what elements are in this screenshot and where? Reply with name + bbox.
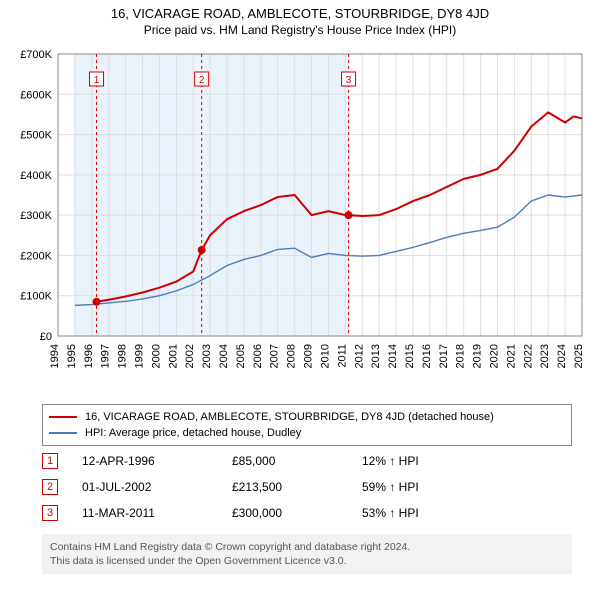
svg-text:1999: 1999 [134,344,146,368]
svg-text:2001: 2001 [167,344,179,368]
svg-text:2004: 2004 [218,344,230,368]
marker-num-box: 2 [42,479,58,495]
svg-text:2024: 2024 [556,344,568,368]
markers-table: 1 12-APR-1996£85,00012% ↑ HPI 2 01-JUL-2002… [42,448,572,526]
svg-text:2019: 2019 [472,344,484,368]
footer: Contains HM Land Registry data © Crown c… [42,534,572,574]
svg-text:2015: 2015 [404,344,416,368]
svg-text:1998: 1998 [117,344,129,368]
svg-text:1995: 1995 [66,344,78,368]
marker-pct: 12% ↑ HPI [362,454,512,468]
svg-text:2010: 2010 [319,344,331,368]
marker-num-box: 1 [42,453,58,469]
chart-svg: £0 £100K £200K £300K £400K £500K £600K £700K 199… [8,48,592,398]
svg-text:2013: 2013 [370,344,382,368]
legend-row: 16, VICARAGE ROAD, AMBLECOTE, STOURBRIDG… [49,409,565,425]
svg-text:1: 1 [94,75,100,86]
footer-line1: Contains HM Land Registry data © Crown c… [50,540,564,554]
marker-price: £300,000 [232,506,362,520]
legend-label: 16, VICARAGE ROAD, AMBLECOTE, STOURBRIDG… [85,411,494,423]
marker-pct: 53% ↑ HPI [362,506,512,520]
svg-text:2018: 2018 [455,344,467,368]
svg-text:2009: 2009 [303,344,315,368]
svg-text:2011: 2011 [336,344,348,368]
svg-text:1994: 1994 [49,344,61,368]
svg-text:2008: 2008 [286,344,298,368]
svg-text:£600K: £600K [20,89,52,101]
svg-text:2002: 2002 [184,344,196,368]
marker-row: 3 11-MAR-2011£300,00053% ↑ HPI [42,500,572,526]
svg-text:2003: 2003 [201,344,213,368]
marker-date: 11-MAR-2011 [82,506,232,520]
svg-text:£400K: £400K [20,170,52,182]
chart-container: 16, VICARAGE ROAD, AMBLECOTE, STOURBRIDG… [0,0,600,590]
svg-text:£200K: £200K [20,250,52,262]
marker-row: 1 12-APR-1996£85,00012% ↑ HPI [42,448,572,474]
svg-text:£500K: £500K [20,130,52,142]
svg-text:£100K: £100K [20,291,52,303]
svg-text:2025: 2025 [573,344,585,368]
svg-text:2016: 2016 [421,344,433,368]
marker-row: 2 01-JUL-2002£213,50059% ↑ HPI [42,474,572,500]
title-line2: Price paid vs. HM Land Registry's House … [0,23,600,37]
title-line1: 16, VICARAGE ROAD, AMBLECOTE, STOURBRIDG… [0,6,600,21]
svg-text:2023: 2023 [539,344,551,368]
marker-date: 12-APR-1996 [82,454,232,468]
svg-text:£700K: £700K [20,49,52,61]
legend-swatch [49,416,77,418]
svg-text:2021: 2021 [505,344,517,368]
legend: 16, VICARAGE ROAD, AMBLECOTE, STOURBRIDG… [42,404,572,446]
svg-text:2006: 2006 [252,344,264,368]
svg-text:2014: 2014 [387,344,399,368]
svg-text:2020: 2020 [488,344,500,368]
marker-date: 01-JUL-2002 [82,480,232,494]
svg-text:2000: 2000 [150,344,162,368]
marker-price: £85,000 [232,454,362,468]
svg-text:1996: 1996 [83,344,95,368]
legend-label: HPI: Average price, detached house, Dudl… [85,427,301,439]
chart: £0 £100K £200K £300K £400K £500K £600K £700K 199… [8,48,592,398]
marker-pct: 59% ↑ HPI [362,480,512,494]
svg-text:2022: 2022 [522,344,534,368]
footer-line2: This data is licensed under the Open Gov… [50,554,564,568]
svg-text:3: 3 [346,75,352,86]
title-area: 16, VICARAGE ROAD, AMBLECOTE, STOURBRIDG… [0,0,600,37]
svg-text:2012: 2012 [353,344,365,368]
svg-text:2017: 2017 [438,344,450,368]
legend-swatch [49,432,77,433]
svg-text:2: 2 [199,75,205,86]
legend-row: HPI: Average price, detached house, Dudl… [49,425,565,441]
svg-text:2007: 2007 [269,344,281,368]
svg-text:2005: 2005 [235,344,247,368]
svg-text:£0: £0 [40,331,52,343]
marker-price: £213,500 [232,480,362,494]
marker-num-box: 3 [42,505,58,521]
svg-text:1997: 1997 [100,344,112,368]
svg-text:£300K: £300K [20,210,52,222]
